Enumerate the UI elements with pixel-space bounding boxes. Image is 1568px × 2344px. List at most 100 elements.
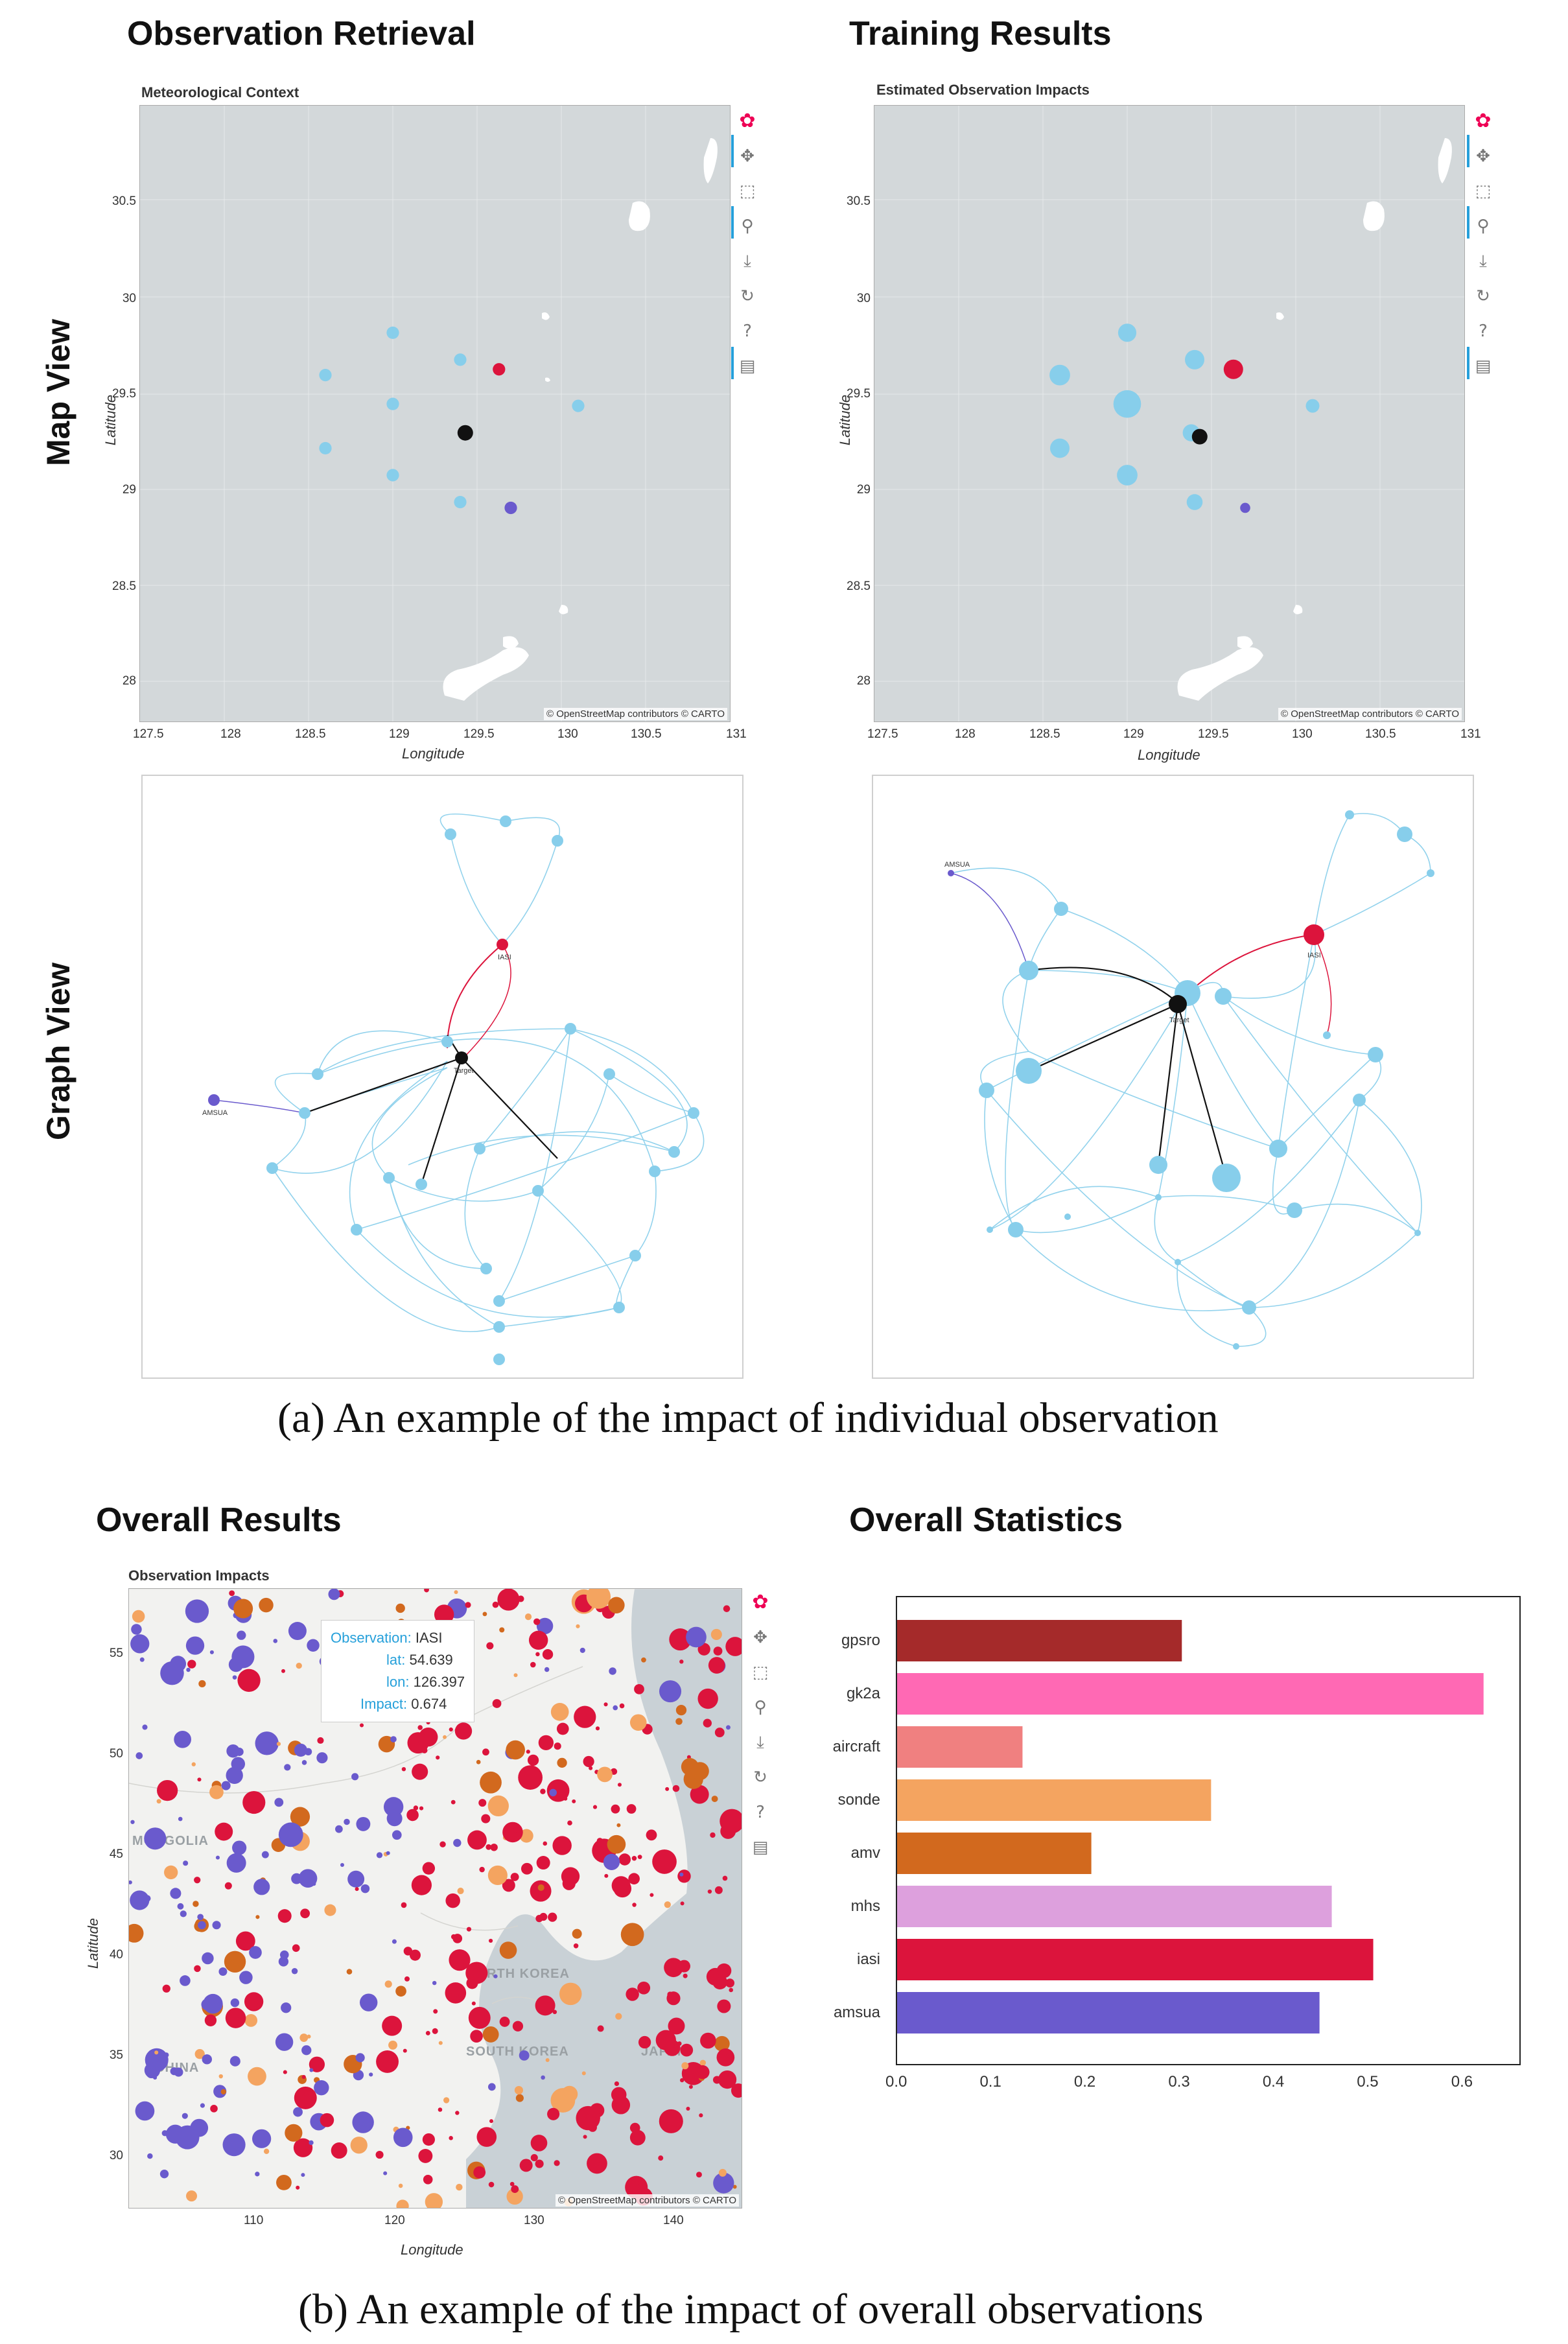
observation-point[interactable] (388, 2040, 397, 2050)
observation-point[interactable] (221, 1781, 231, 1790)
observation-point[interactable] (278, 1956, 289, 1967)
observation-point[interactable] (443, 2097, 450, 2104)
observation-point[interactable] (631, 1855, 637, 1861)
observation-point[interactable] (422, 2133, 435, 2146)
observation-point[interactable] (130, 1820, 135, 1824)
other-observation-point[interactable] (1186, 494, 1203, 510)
observation-point[interactable] (561, 2085, 578, 2103)
observation-point[interactable] (401, 1767, 406, 1772)
observation-point[interactable] (626, 1987, 639, 2001)
observation-point[interactable] (273, 1639, 278, 1643)
observation-point[interactable] (538, 1735, 554, 1751)
observation-point[interactable] (328, 1589, 340, 1600)
observation-point[interactable] (482, 1611, 487, 1617)
observation-point[interactable] (244, 2014, 258, 2027)
observation-point[interactable] (142, 1724, 148, 1730)
observation-point[interactable] (229, 2056, 240, 2067)
observation-point[interactable] (634, 1683, 644, 1694)
observation-point[interactable] (218, 2074, 223, 2079)
observation-point[interactable] (451, 1934, 456, 1940)
observation-point[interactable] (129, 1880, 132, 1884)
observation-point[interactable] (130, 1890, 150, 1910)
observation-point[interactable] (403, 1947, 413, 1956)
observation-point[interactable] (170, 1888, 181, 1899)
observation-point[interactable] (536, 1856, 550, 1870)
observation-point[interactable] (629, 1714, 647, 1731)
observation-point[interactable] (451, 1799, 456, 1805)
observation-point[interactable] (395, 1603, 405, 1613)
observation-point[interactable] (722, 1875, 728, 1881)
observation-point[interactable] (242, 1790, 266, 1814)
other-observation-point[interactable] (1050, 438, 1070, 458)
observation-point[interactable] (614, 2081, 620, 2087)
observation-point[interactable] (449, 1727, 453, 1732)
observation-point[interactable] (274, 1798, 284, 1807)
observation-point[interactable] (154, 2050, 159, 2055)
observation-point[interactable] (467, 1830, 487, 1850)
wheel-zoom-icon[interactable]: ⚲ (754, 1698, 767, 1717)
observation-point[interactable] (680, 1901, 685, 1906)
observation-point[interactable] (310, 1643, 315, 1648)
observation-point[interactable] (445, 1982, 467, 2004)
observation-point[interactable] (527, 1754, 539, 1766)
observation-point[interactable] (699, 2059, 707, 2066)
map-attribution[interactable]: © OpenStreetMap contributors © CARTO (556, 2194, 739, 2207)
observation-point[interactable] (190, 2118, 209, 2137)
observation-point[interactable] (417, 1725, 423, 1730)
observation-point[interactable] (713, 1647, 723, 1656)
observation-point[interactable] (351, 1773, 359, 1781)
observation-point[interactable] (488, 2181, 495, 2188)
other-observation-point[interactable] (1117, 323, 1137, 342)
observation-point[interactable] (563, 1796, 568, 1801)
observation-point[interactable] (209, 1785, 224, 1799)
observation-point[interactable] (707, 1889, 712, 1894)
observation-point[interactable] (686, 2106, 690, 2111)
observation-point[interactable] (296, 2185, 300, 2190)
observation-point[interactable] (255, 1915, 260, 1919)
observation-point[interactable] (162, 1984, 170, 1993)
observation-point[interactable] (666, 1991, 681, 2006)
observation-point[interactable] (185, 1636, 205, 1655)
other-observation-point[interactable] (1305, 399, 1320, 413)
observation-point[interactable] (180, 1975, 191, 1986)
other-observation-point[interactable] (454, 353, 467, 366)
observation-point[interactable] (595, 1726, 600, 1731)
observation-point[interactable] (293, 2138, 313, 2157)
observation-point[interactable] (382, 2015, 403, 2036)
observation-point[interactable] (540, 1788, 546, 1794)
observation-point[interactable] (604, 1873, 609, 1878)
other-observation-point[interactable] (1049, 364, 1070, 386)
observation-point[interactable] (509, 2181, 515, 2186)
observation-point[interactable] (579, 1647, 585, 1653)
observation-point[interactable] (572, 1928, 582, 1939)
observation-point[interactable] (502, 1822, 523, 1843)
observation-point[interactable] (554, 2160, 560, 2166)
observation-point[interactable] (454, 1590, 458, 1595)
observation-point[interactable] (309, 2068, 314, 2072)
observation-point[interactable] (576, 2105, 600, 2131)
observation-point[interactable] (492, 1601, 499, 1608)
observation-point[interactable] (554, 1742, 561, 1750)
observation-point[interactable] (131, 1624, 142, 1635)
other-observation-point[interactable] (1113, 390, 1141, 418)
reset-icon[interactable]: ↻ (740, 287, 755, 306)
observation-point[interactable] (714, 1886, 723, 1894)
observation-point[interactable] (438, 2041, 443, 2045)
observation-point[interactable] (543, 1841, 548, 1846)
observation-point[interactable] (732, 2185, 737, 2189)
observation-point[interactable] (718, 2070, 737, 2089)
other-observation-point[interactable] (386, 326, 399, 339)
observation-point[interactable] (547, 2107, 560, 2120)
observation-point[interactable] (499, 1627, 505, 1633)
amsua-observation-point[interactable] (504, 501, 517, 515)
observation-point[interactable] (680, 2043, 694, 2057)
observation-point[interactable] (454, 1722, 473, 1740)
observation-point[interactable] (659, 2109, 683, 2133)
observation-point[interactable] (283, 2070, 287, 2074)
observation-point[interactable] (679, 1659, 684, 1664)
observation-point[interactable] (557, 1757, 567, 1768)
observation-point[interactable] (490, 1844, 498, 1851)
observation-point[interactable] (392, 1830, 402, 1840)
observation-point[interactable] (680, 2078, 685, 2083)
observation-point[interactable] (519, 2050, 530, 2061)
